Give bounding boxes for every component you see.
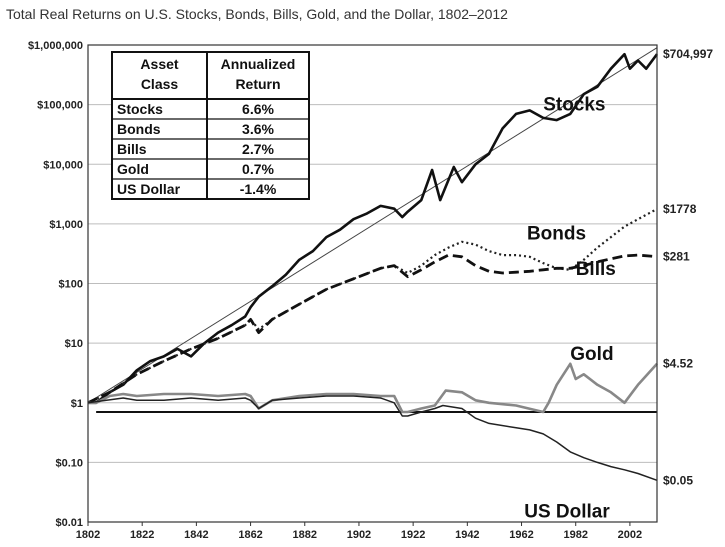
table-header-cell: Class xyxy=(141,76,179,92)
table-header-cell: Annualized xyxy=(221,56,296,72)
table-frame xyxy=(111,51,310,200)
y-axis: $1,000,000 $100,000 $10,000 $1,000 $100 $10 $1… xyxy=(28,40,83,529)
x-tick-label: 1842 xyxy=(184,529,208,541)
y-tick-label: $0.01 xyxy=(55,517,83,529)
x-tick-label: 1962 xyxy=(509,529,533,541)
x-tick-label: 1882 xyxy=(293,529,317,541)
stocks-trend-line xyxy=(87,47,658,404)
y-tick-label: $1,000 xyxy=(49,219,83,231)
table-cell-asset: Bills xyxy=(117,141,147,157)
y-tick-label: $100,000 xyxy=(37,100,83,112)
x-tick-label: 1942 xyxy=(455,529,479,541)
y-tick-label: $100 xyxy=(59,279,83,291)
x-tick-label: 1822 xyxy=(130,529,154,541)
table-cell-asset: Bonds xyxy=(117,121,161,137)
bonds-label: Bonds xyxy=(527,223,586,244)
table-cell-return: 6.6% xyxy=(242,101,274,117)
x-axis: 1802 1822 1842 1862 1882 1902 1922 1942 1962 1982… xyxy=(76,522,642,541)
table-header-cell: Asset xyxy=(140,56,178,72)
chart-title: Total Real Returns on U.S. Stocks, Bonds… xyxy=(6,6,508,22)
bonds-end-label: $1778 xyxy=(663,202,697,216)
table-cell-return: 0.7% xyxy=(242,161,274,177)
us-dollar-end-label: $0.05 xyxy=(663,473,693,487)
y-tick-label: $1 xyxy=(71,398,83,410)
y-tick-label: $10,000 xyxy=(43,159,83,171)
series-labels: Stocks Bonds Bills Gold US Dollar xyxy=(524,94,616,522)
bills-end-label: $281 xyxy=(663,250,690,264)
stocks-line xyxy=(88,52,659,405)
x-tick-label: 1922 xyxy=(401,529,425,541)
y-tick-label: $0.10 xyxy=(55,457,83,469)
table-cell-asset: Stocks xyxy=(117,101,163,117)
y-tick-label: $10 xyxy=(65,338,83,350)
table-header-cell: Return xyxy=(235,76,280,92)
x-tick-label: 1902 xyxy=(347,529,371,541)
series-lines xyxy=(87,47,659,482)
bills-line xyxy=(87,253,658,405)
x-tick-label: 1982 xyxy=(563,529,587,541)
y-tick-label: $1,000,000 xyxy=(28,40,83,52)
gold-label: Gold xyxy=(570,344,613,365)
gold-end-label: $4.52 xyxy=(663,357,693,371)
us-dollar-line xyxy=(87,395,658,482)
table-cell-return: 2.7% xyxy=(242,141,274,157)
bills-label: Bills xyxy=(576,259,616,280)
stocks-end-label: $704,997 xyxy=(663,47,713,61)
stocks-label: Stocks xyxy=(543,94,605,115)
x-tick-label: 2002 xyxy=(618,529,642,541)
x-tick-label: 1862 xyxy=(238,529,262,541)
table-cell-asset: US Dollar xyxy=(117,181,181,197)
us-dollar-label: US Dollar xyxy=(524,501,610,522)
table-cell-return: -1.4% xyxy=(240,181,277,197)
table-cell-return: 3.6% xyxy=(242,121,274,137)
table-cell-asset: Gold xyxy=(117,161,149,177)
x-tick-label: 1802 xyxy=(76,529,100,541)
gold-line xyxy=(88,362,658,414)
plot-frame xyxy=(87,44,658,523)
returns-table: Asset Class Annualized Return Stocks 6.6% Bond… xyxy=(111,51,310,200)
end-labels: $704,997 $1778 $281 $4.52 $0.05 xyxy=(663,47,713,487)
bonds-line xyxy=(87,208,658,404)
